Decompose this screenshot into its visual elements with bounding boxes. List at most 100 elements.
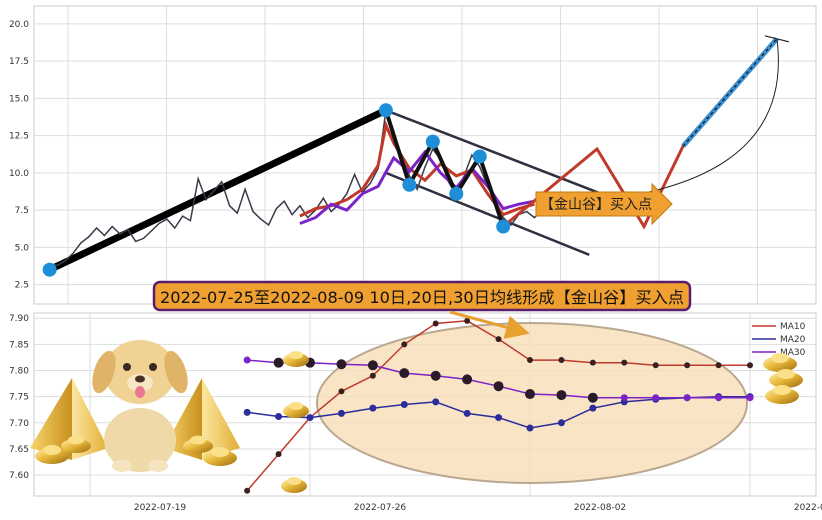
highlight-ellipse: [316, 322, 748, 484]
top-y-ticks: 2.5 5.0 7.5 10.0 12.5 15.0 17.5 20.0: [9, 20, 29, 291]
callout-text: 【金山谷】买入点: [540, 197, 652, 213]
series-point: [495, 414, 503, 422]
callout-box: [535, 182, 673, 226]
series-point: [337, 409, 345, 417]
pivot-marker: [449, 186, 464, 201]
gold-ingot-icon: [61, 435, 91, 453]
gold-ingot-icon: [203, 447, 237, 466]
projection-up-line: [681, 37, 779, 148]
ma30-point: [336, 359, 347, 370]
series-point: [746, 394, 754, 402]
y-tick-label: 7.90: [9, 314, 29, 324]
y-tick-label: 7.85: [9, 340, 29, 350]
gold-ingot-icon: [765, 385, 799, 404]
series-point: [306, 414, 314, 422]
price-line: [49, 110, 551, 267]
ma30-point: [399, 368, 410, 379]
legend-label-ma30: MA30: [780, 348, 806, 358]
banner-arrow: [449, 310, 530, 339]
channel-line: [385, 109, 614, 200]
legend: MA10 MA20 MA30: [752, 322, 806, 358]
trend-line: [46, 106, 390, 274]
ma30-point: [556, 390, 567, 401]
series-point: [369, 404, 377, 412]
ma30-point: [430, 370, 441, 381]
ma10-point: [401, 341, 408, 348]
series-point: [463, 409, 471, 417]
ma30-point: [525, 389, 535, 400]
y-tick-label: 7.70: [9, 419, 29, 429]
ma30-point: [367, 360, 378, 371]
series-point: [589, 404, 597, 412]
pivot-marker: [496, 219, 511, 234]
pattern-line: [383, 109, 506, 228]
series-point: [557, 419, 565, 427]
ma30-point: [493, 381, 504, 392]
y-tick-label: 7.65: [9, 445, 29, 455]
bottom-series: [243, 317, 754, 494]
ma10-point: [244, 487, 251, 494]
x-tick-label: 2022-07-26: [354, 503, 407, 513]
y-tick-label: 10.0: [9, 169, 29, 179]
series-point: [432, 398, 440, 406]
ma10-point: [369, 372, 376, 379]
ma10-point: [558, 357, 565, 364]
legend-label-ma10: MA10: [780, 322, 806, 332]
y-tick-label: 5.0: [15, 243, 30, 253]
ma10-point: [275, 451, 282, 458]
y-tick-label: 17.5: [9, 57, 29, 67]
ma30-point: [462, 374, 473, 385]
series-point: [275, 413, 283, 421]
channel-line: [385, 171, 590, 256]
target-tick: [764, 35, 790, 43]
y-tick-label: 7.80: [9, 367, 29, 377]
callout: 【金山谷】买入点: [535, 182, 673, 226]
y-tick-label: 7.75: [9, 393, 29, 403]
banner-text: 2022-07-25至2022-08-09 10日,20日,30日均线形成【金山…: [160, 288, 684, 307]
series-point: [526, 424, 534, 432]
top-series: [42, 35, 790, 277]
ma10-point: [684, 362, 691, 369]
ma10-point: [589, 359, 596, 366]
ma10-point: [747, 362, 753, 369]
gold-ingot-icon: [283, 351, 309, 367]
ma10-point: [652, 362, 659, 369]
ma30-point: [273, 357, 284, 368]
banner-box: [152, 280, 692, 312]
y-tick-label: 7.60: [9, 471, 29, 481]
series-point: [715, 394, 723, 402]
legend-label-ma20: MA20: [780, 335, 806, 345]
y-tick-label: 15.0: [9, 94, 29, 104]
pivot-marker: [402, 177, 417, 192]
pivot-marker: [42, 262, 57, 277]
gold-ingot-icon: [35, 445, 69, 464]
y-tick-label: 20.0: [9, 20, 29, 30]
ma10-point: [495, 336, 502, 343]
gold-ingot-icon: [769, 369, 803, 388]
y-tick-label: 12.5: [9, 132, 29, 142]
ma10-point: [464, 317, 471, 324]
gold-ingot-icon: [183, 435, 213, 453]
ma10-point: [432, 320, 439, 327]
x-tick-label: 2022-08-02: [574, 503, 626, 513]
series-point: [243, 356, 251, 364]
pivot-marker: [472, 149, 487, 164]
ma10-point: [621, 359, 628, 366]
ma10-point: [527, 357, 533, 364]
ma10-point: [715, 362, 722, 369]
y-tick-label: 2.5: [15, 281, 29, 291]
y-tick-label: 7.5: [15, 206, 29, 216]
pivot-marker: [378, 103, 393, 118]
series-point: [400, 401, 408, 408]
bottom-x-ticks: 2022-07-19 2022-07-26 2022-08-02 2022-08-09: [134, 503, 822, 513]
gold-ingot-icon: [281, 477, 307, 493]
ma30-point: [587, 392, 598, 403]
ma10-point: [338, 388, 345, 395]
series-point: [652, 394, 660, 402]
series-point: [620, 394, 628, 402]
series-point: [243, 408, 251, 416]
series-point: [683, 394, 691, 402]
x-tick-label: 2022-07-19: [134, 503, 187, 513]
banner: 2022-07-25至2022-08-09 10日,20日,30日均线形成【金山…: [152, 280, 692, 312]
